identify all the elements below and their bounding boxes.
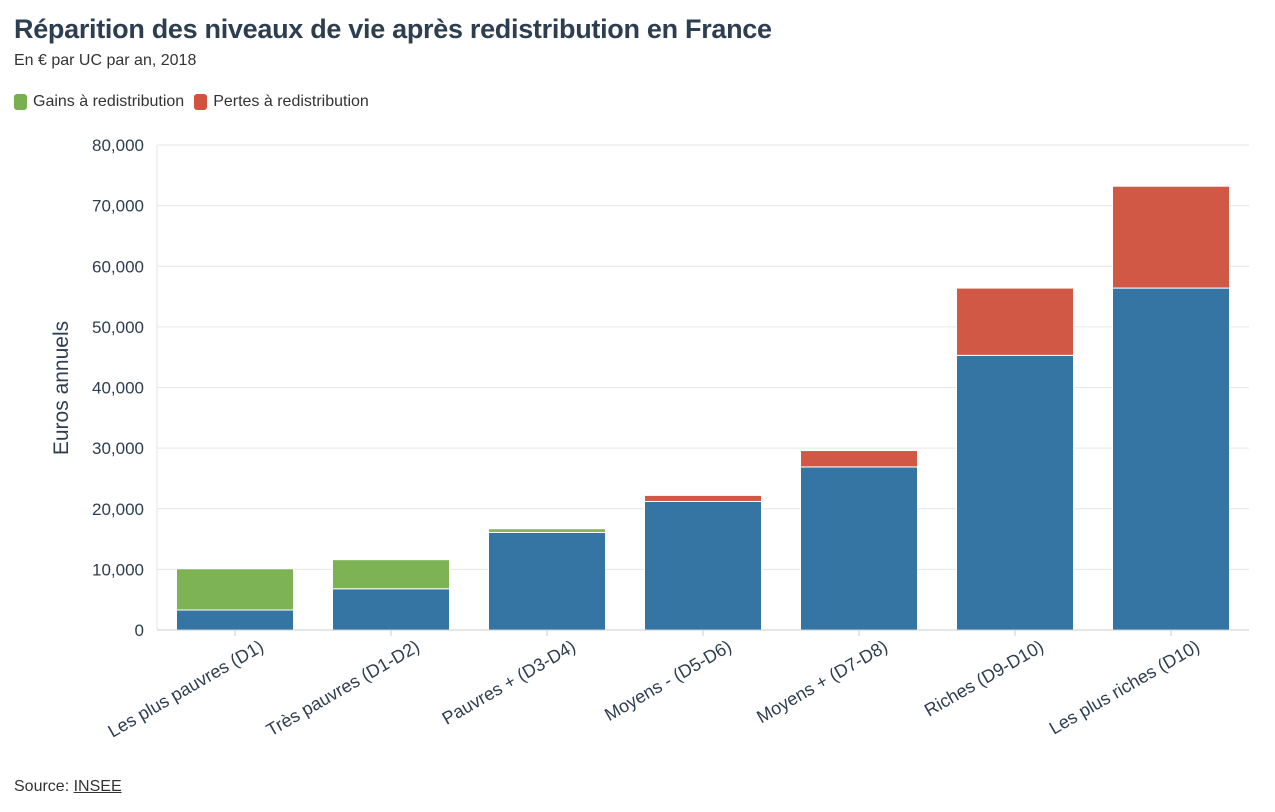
legend-item-gains[interactable]: Gains à redistribution xyxy=(14,93,184,111)
y-axis-label: Euros annuels xyxy=(50,321,73,455)
bar-base[interactable] xyxy=(488,531,606,631)
chart-subtitle: En € par UC par an, 2018 xyxy=(14,52,197,69)
bar-pertes[interactable] xyxy=(800,450,918,468)
bar-base[interactable] xyxy=(332,588,450,631)
x-tick-labels: Les plus pauvres (D1)Très pauvres (D1-D2… xyxy=(104,630,1203,742)
x-tick-label: Les plus pauvres (D1) xyxy=(104,636,267,741)
y-tick-label: 70,000 xyxy=(92,197,144,216)
y-tick-label: 0 xyxy=(135,621,144,640)
bars xyxy=(157,185,1249,631)
x-tick-label: Pauvres + (D3-D4) xyxy=(439,636,579,729)
legend: Gains à redistribution Pertes à redistri… xyxy=(14,93,369,111)
x-tick-label: Les plus riches (D10) xyxy=(1046,636,1203,738)
bar-chart: 0 10,000 20,000 30,000 40,000 50,000 60,000 70,… xyxy=(50,136,1249,742)
legend-label-gains: Gains à redistribution xyxy=(33,93,185,110)
y-tick-label: 80,000 xyxy=(92,136,144,155)
legend-swatch-pertes xyxy=(194,94,208,110)
bar-gains[interactable] xyxy=(332,559,450,590)
x-tick-label: Très pauvres (D1-D2) xyxy=(263,636,423,740)
legend-label-pertes: Pertes à redistribution xyxy=(213,93,369,110)
x-tick-label: Riches (D9-D10) xyxy=(921,636,1047,720)
bar-pertes[interactable] xyxy=(1112,185,1230,289)
y-tick-label: 40,000 xyxy=(92,379,144,398)
y-tick-label: 10,000 xyxy=(92,560,144,579)
y-tick-label: 60,000 xyxy=(92,257,144,276)
bar-base[interactable] xyxy=(1112,287,1230,631)
source-note: Source: INSEE xyxy=(14,778,122,796)
source-link[interactable]: INSEE xyxy=(73,778,122,795)
x-tick-label: Moyens - (D5-D6) xyxy=(601,636,735,725)
source-label: Source: xyxy=(14,778,70,795)
bar-base[interactable] xyxy=(800,466,918,631)
bar-base[interactable] xyxy=(176,609,294,631)
bar-base[interactable] xyxy=(644,500,762,631)
legend-swatch-gains xyxy=(14,94,27,110)
y-tick-label: 50,000 xyxy=(92,318,144,337)
y-tick-label: 20,000 xyxy=(92,500,144,519)
y-tick-labels: 0 10,000 20,000 30,000 40,000 50,000 60,000 70,… xyxy=(92,136,144,640)
legend-item-pertes[interactable]: Pertes à redistribution xyxy=(194,93,369,111)
bar-pertes[interactable] xyxy=(644,494,762,502)
chart-title: Réparition des niveaux de vie après redi… xyxy=(14,14,772,44)
x-tick-label: Moyens + (D7-D8) xyxy=(753,636,891,727)
bar-gains[interactable] xyxy=(488,528,606,533)
bar-base[interactable] xyxy=(956,354,1074,631)
bar-gains[interactable] xyxy=(176,568,294,611)
bar-pertes[interactable] xyxy=(956,287,1074,356)
y-tick-label: 30,000 xyxy=(92,439,144,458)
